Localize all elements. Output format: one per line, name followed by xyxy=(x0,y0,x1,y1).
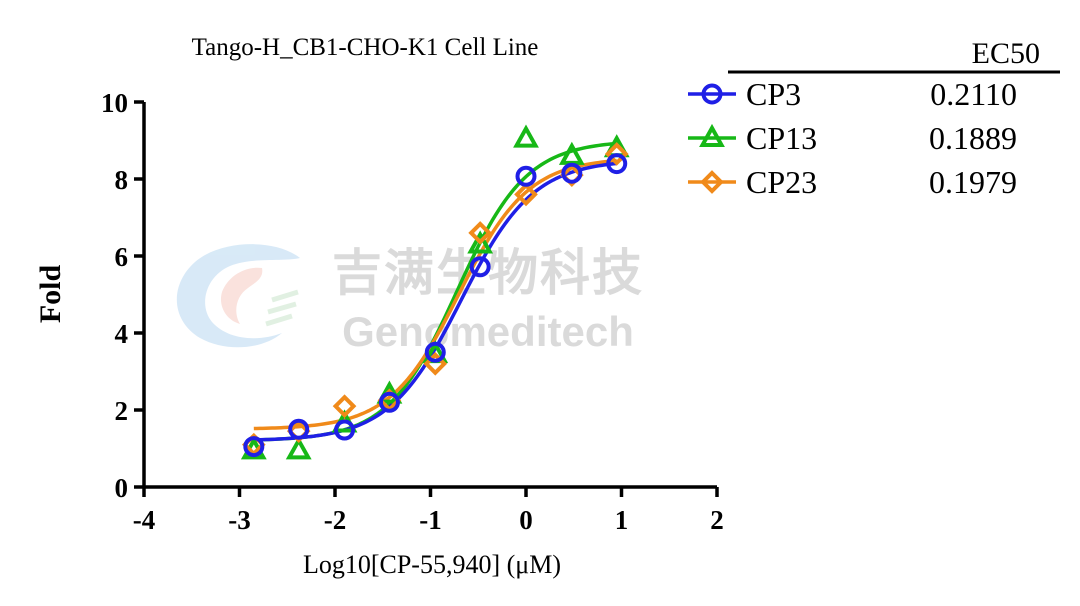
watermark-logo xyxy=(176,244,300,348)
x-tick-label: -1 xyxy=(419,505,442,535)
legend-ec50-value: 0.2110 xyxy=(930,76,1017,112)
legend-series-name: CP3 xyxy=(746,76,801,112)
watermark: 吉满生物科技 Genomeditech xyxy=(176,244,642,355)
y-tick-label: 4 xyxy=(115,319,129,349)
y-tick-label: 6 xyxy=(115,242,129,272)
x-tick-label: 0 xyxy=(519,505,533,535)
x-axis-label: Log10[CP-55,940] (μM) xyxy=(303,550,561,579)
x-tick-label: -3 xyxy=(228,505,251,535)
x-tick-label: 2 xyxy=(710,505,724,535)
y-tick-label: 8 xyxy=(115,165,129,195)
data-points xyxy=(240,124,630,460)
data-point xyxy=(561,162,583,184)
x-tick-label: 1 xyxy=(615,505,629,535)
data-point xyxy=(243,436,265,458)
fit-curves xyxy=(253,141,617,442)
data-point xyxy=(469,256,491,278)
fit-curve-cp23 xyxy=(253,158,617,431)
data-point xyxy=(606,153,628,175)
legend-item-cp23: CP23 0.1979 xyxy=(688,164,1017,200)
chart-title: Tango-H_CB1-CHO-K1 Cell Line xyxy=(192,34,539,61)
data-point xyxy=(378,391,400,413)
data-point xyxy=(288,418,310,440)
x-ticks: -4 -3 -2 -1 0 1 2 xyxy=(133,487,724,535)
data-point xyxy=(285,436,312,460)
data-point xyxy=(515,165,537,187)
y-ticks: 0 2 4 6 8 10 xyxy=(101,88,144,503)
y-tick-label: 0 xyxy=(115,473,129,503)
legend-series-name: CP13 xyxy=(746,120,817,156)
fit-curve-cp3 xyxy=(253,161,617,442)
data-point xyxy=(468,221,492,245)
x-tick-label: -4 xyxy=(133,505,156,535)
data-point xyxy=(334,419,356,441)
legend-ec50-value: 0.1979 xyxy=(929,164,1017,200)
legend-series-name: CP23 xyxy=(746,164,817,200)
data-point xyxy=(467,230,494,254)
legend-marker xyxy=(699,123,725,147)
legend-marker xyxy=(701,83,723,105)
data-point xyxy=(560,163,584,187)
y-axis-label: Fold xyxy=(34,265,67,324)
series-cp3-points xyxy=(243,153,628,458)
legend-header: EC50 xyxy=(972,37,1040,70)
legend-marker xyxy=(700,170,724,194)
data-point xyxy=(286,419,311,444)
y-tick-label: 2 xyxy=(115,396,129,426)
legend-ec50-value: 0.1889 xyxy=(929,120,1017,156)
legend-item-cp13: CP13 0.1889 xyxy=(688,120,1017,156)
y-tick-label: 10 xyxy=(101,88,128,118)
legend: EC50 CP3 0.2110 CP13 0.1889 CP23 0.1979 xyxy=(688,37,1060,200)
legend-items: CP3 0.2110 CP13 0.1889 CP23 0.1979 xyxy=(688,76,1017,200)
data-point xyxy=(424,341,446,363)
data-point xyxy=(604,142,629,166)
watermark-english: Genomeditech xyxy=(342,308,634,355)
x-tick-label: -2 xyxy=(324,505,347,535)
legend-item-cp3: CP3 0.2110 xyxy=(688,76,1017,112)
data-point xyxy=(513,124,539,148)
data-point xyxy=(514,182,538,207)
data-point xyxy=(332,394,357,418)
